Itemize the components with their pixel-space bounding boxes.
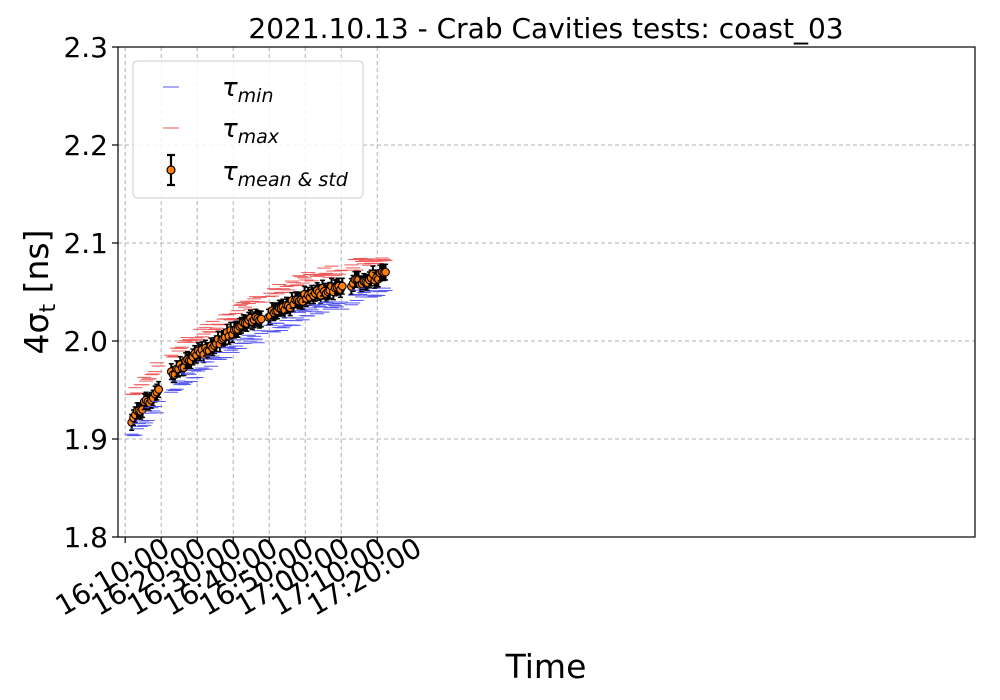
y-axis-title-sub: t (36, 304, 61, 313)
y-axis-title: 4σt [ns] (17, 230, 61, 355)
legend-mean-label: τmean & std (222, 157, 349, 191)
y-tick-label: 2.0 (63, 325, 108, 358)
legend-box (132, 60, 364, 199)
tau-mean-point (337, 281, 347, 291)
legend-max-label: τmax (222, 114, 280, 148)
y-tick-label: 1.9 (63, 423, 108, 456)
axis-ticks: 1.81.92.02.12.22.316:10:0016:20:0016:30:… (50, 31, 427, 623)
tau-mean-point (154, 385, 164, 394)
y-axis-title-unit: [ns] (17, 230, 56, 304)
y-axis-title-main: 4σ (17, 313, 56, 355)
tau-mean-point (256, 314, 266, 324)
data-marks (124, 257, 393, 437)
legend: τmin τmax τmean & std (132, 60, 364, 199)
x-axis-title: Time (505, 647, 587, 686)
legend-min-label: τmin (222, 73, 274, 107)
y-tick-label: 2.2 (63, 129, 108, 162)
tau-mean-point (381, 267, 390, 277)
plot-frame (117, 46, 976, 538)
y-tick-label: 1.8 (63, 521, 108, 554)
y-tick-label: 2.1 (63, 227, 108, 260)
y-tick-label: 2.3 (63, 31, 108, 64)
legend-mean-marker (166, 165, 176, 175)
chart-title: 2021.10.13 - Crab Cavities tests: coast_… (248, 12, 843, 45)
